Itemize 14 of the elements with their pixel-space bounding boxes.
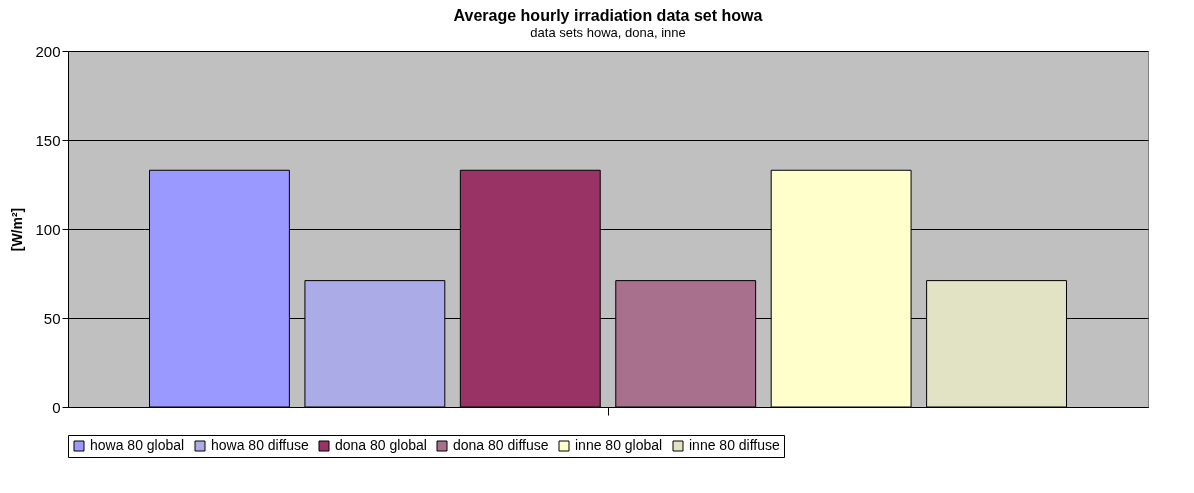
- y-tick-label: 50: [43, 309, 61, 327]
- chart-title: Average hourly irradiation data set howa: [453, 7, 763, 24]
- y-tick-label: 100: [35, 220, 61, 238]
- y-tick-label: 200: [35, 42, 61, 60]
- y-axis-title: [W/m²]: [9, 207, 26, 252]
- legend-label: inne 80 global: [575, 437, 663, 453]
- legend-label: dona 80 global: [335, 437, 427, 453]
- y-tick-label: 150: [35, 131, 61, 149]
- legend-label: inne 80 diffuse: [689, 437, 781, 453]
- y-tick-label: 0: [52, 398, 61, 416]
- legend-label: howa 80 diffuse: [211, 437, 310, 453]
- legend-label: howa 80 global: [90, 437, 185, 453]
- legend-label: dona 80 diffuse: [453, 437, 549, 453]
- chart-subtitle: data sets howa, dona, inne: [530, 25, 686, 40]
